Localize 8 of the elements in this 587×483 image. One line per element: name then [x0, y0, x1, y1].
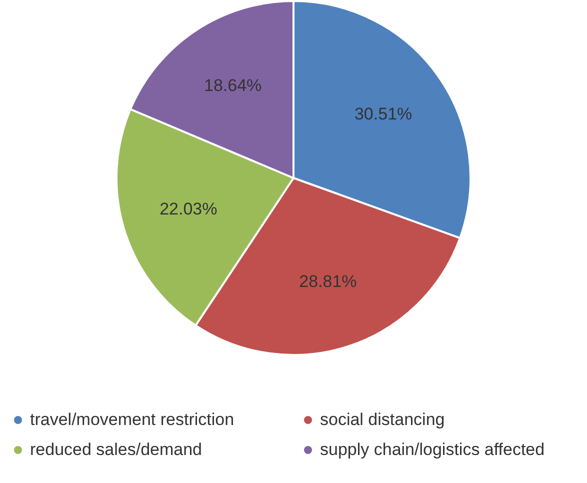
- legend-label: supply chain/logistics affected: [320, 440, 545, 460]
- data-label: 18.64%: [204, 76, 262, 96]
- data-label: 28.81%: [299, 272, 357, 291]
- legend-label: travel/movement restriction: [30, 410, 234, 430]
- legend-label: social distancing: [320, 410, 445, 430]
- data-label: 22.03%: [160, 199, 218, 218]
- data-label: 30.51%: [354, 104, 412, 124]
- legend-label: reduced sales/demand: [30, 440, 202, 460]
